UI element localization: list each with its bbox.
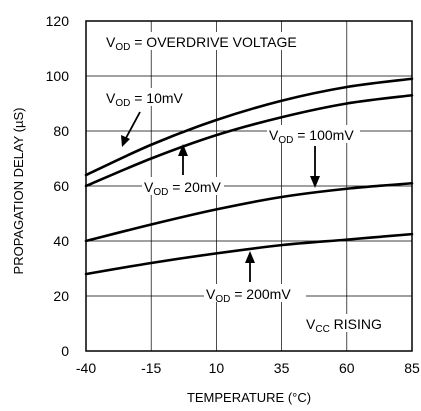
y-tick-label: 80 bbox=[53, 123, 69, 139]
series-label-200mv: VOD = 200mV bbox=[206, 286, 291, 305]
x-tick-label: -40 bbox=[76, 360, 96, 376]
label-100mv-bg bbox=[267, 125, 360, 143]
y-tick-label: 0 bbox=[61, 343, 69, 359]
series-lines bbox=[84, 77, 414, 276]
y-axis-title: PROPAGATION DELAY (µS) bbox=[11, 108, 26, 275]
y-tick-label: 60 bbox=[53, 178, 69, 194]
arrow-20mv bbox=[178, 144, 188, 175]
condition-bg bbox=[304, 314, 402, 332]
annotations: VOD = OVERDRIVE VOLTAGE VOD = 10mV VOD =… bbox=[104, 32, 402, 335]
x-axis-ticks: -40 -15 10 35 60 85 bbox=[76, 360, 420, 376]
series-label-100mv: VOD = 100mV bbox=[269, 127, 354, 146]
header-annotation: VOD = OVERDRIVE VOLTAGE bbox=[106, 34, 297, 53]
x-tick-label: -15 bbox=[141, 360, 161, 376]
series-line-3 bbox=[84, 232, 414, 276]
y-axis-ticks: 0 20 40 60 80 100 120 bbox=[46, 13, 70, 359]
series-line-1 bbox=[84, 93, 414, 188]
condition-annotation: VCC RISING bbox=[306, 316, 382, 335]
arrow-100mv bbox=[310, 146, 320, 188]
series-label-10mv: VOD = 10mV bbox=[106, 90, 184, 109]
x-axis-title: TEMPERATURE (°C) bbox=[187, 390, 311, 405]
y-tick-label: 100 bbox=[46, 68, 70, 84]
y-tick-label: 40 bbox=[53, 233, 69, 249]
label-200mv-bg bbox=[204, 284, 306, 302]
x-tick-label: 60 bbox=[339, 360, 355, 376]
header-bg bbox=[104, 32, 294, 50]
arrow-10mv bbox=[121, 111, 141, 147]
x-tick-label: 10 bbox=[209, 360, 225, 376]
plot-border bbox=[85, 20, 413, 352]
series-line-0 bbox=[84, 77, 414, 177]
series-line-2 bbox=[84, 181, 414, 243]
x-tick-label: 85 bbox=[404, 360, 420, 376]
x-tick-label: 35 bbox=[274, 360, 290, 376]
label-10mv-bg bbox=[104, 88, 186, 106]
series-label-20mv: VOD = 20mV bbox=[144, 179, 222, 198]
y-tick-label: 120 bbox=[46, 13, 70, 29]
y-tick-label: 20 bbox=[53, 288, 69, 304]
arrow-200mv bbox=[245, 251, 255, 282]
label-20mv-bg bbox=[142, 177, 224, 195]
